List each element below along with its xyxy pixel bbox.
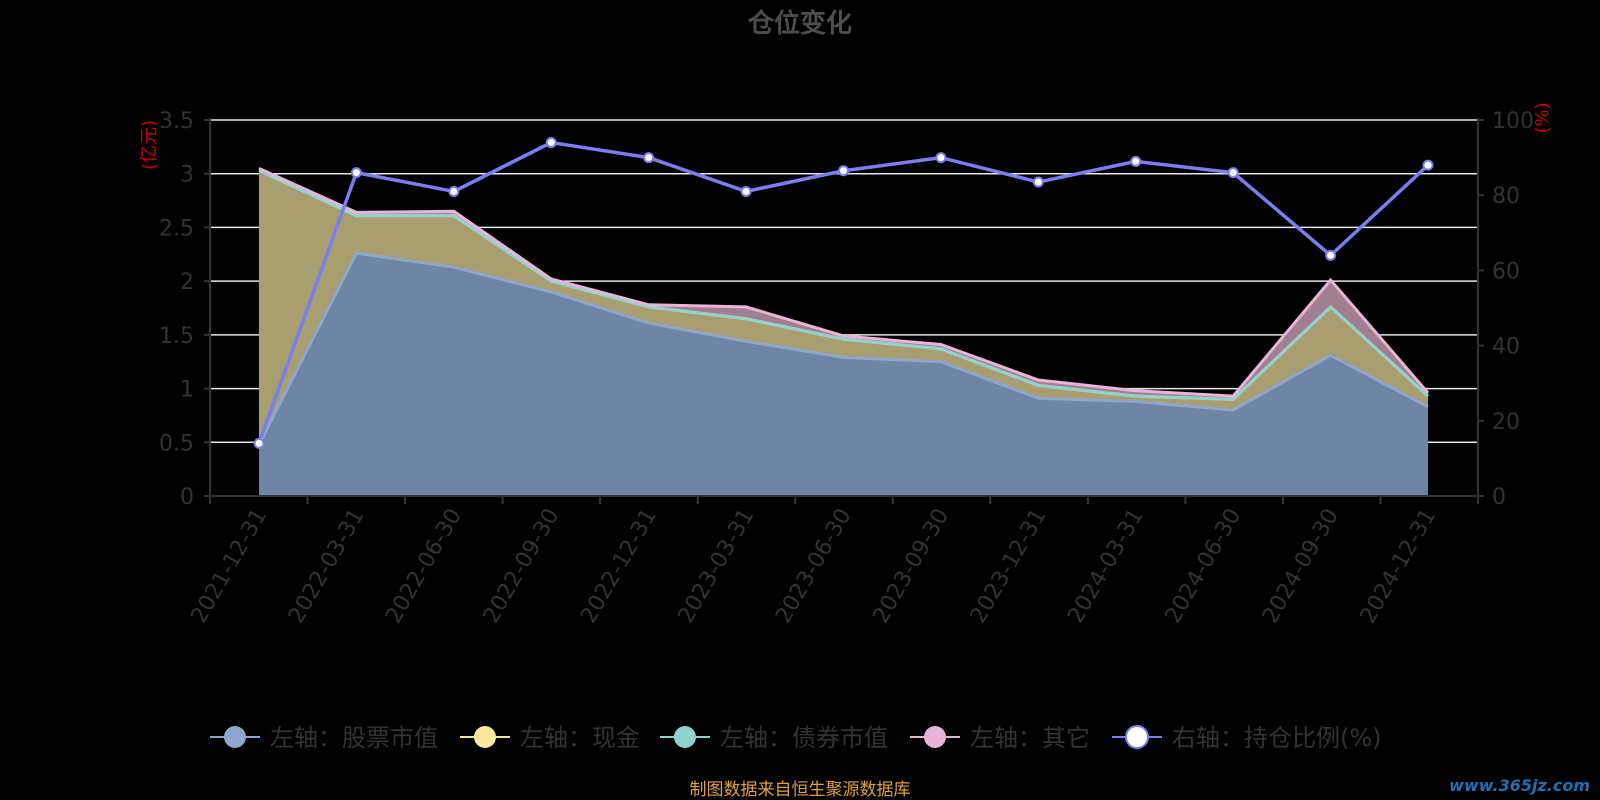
x-tick-label: 2024-06-30 xyxy=(1161,505,1247,628)
x-tick-label: 2023-03-31 xyxy=(674,505,760,628)
chart-title: 仓位变化 xyxy=(747,8,852,39)
line-左轴：债券市值 xyxy=(258,169,1430,401)
right-tick-label: 0 xyxy=(1492,485,1506,510)
point-右轴：持仓比例(%) xyxy=(545,137,557,149)
left-axis-unit: (亿元) xyxy=(139,120,160,170)
x-tick-label: 2023-09-30 xyxy=(869,505,955,628)
legend-label: 左轴：债券市值 xyxy=(720,724,888,752)
legend-label: 左轴：现金 xyxy=(520,724,640,752)
plot-areas xyxy=(259,168,1428,496)
legend-marker xyxy=(674,726,696,748)
line-左轴：股票市值 xyxy=(257,251,1429,446)
point-右轴：持仓比例(%) xyxy=(1422,159,1434,171)
legend-label: 左轴：股票市值 xyxy=(270,724,438,752)
left-tick-label: 1.5 xyxy=(159,324,194,349)
right-tick-label: 80 xyxy=(1492,184,1520,209)
left-tick-label: 2.5 xyxy=(159,216,194,241)
area-左轴：股票市值 xyxy=(259,253,1428,496)
legend-label: 左轴：其它 xyxy=(970,724,1090,752)
x-tick-label: 2022-09-30 xyxy=(479,505,565,628)
x-tick-label: 2024-12-31 xyxy=(1356,505,1442,628)
legend-marker xyxy=(224,726,246,748)
point-右轴：持仓比例(%) xyxy=(350,167,362,179)
plot-points xyxy=(253,137,1434,449)
right-axis-unit: (%) xyxy=(1532,102,1553,133)
point-右轴：持仓比例(%) xyxy=(1130,155,1142,167)
watermark: www.365jz.com xyxy=(1449,776,1590,795)
x-tick-label: 2021-12-31 xyxy=(187,505,273,628)
right-tick-label: 60 xyxy=(1492,259,1520,284)
point-右轴：持仓比例(%) xyxy=(643,152,655,164)
legend-marker xyxy=(1125,725,1149,749)
x-tick-label: 2023-06-30 xyxy=(771,505,857,628)
left-tick-label: 3.5 xyxy=(159,109,194,134)
left-tick-label: 2 xyxy=(180,270,194,295)
legend-marker xyxy=(474,726,496,748)
x-tick-label: 2024-09-30 xyxy=(1258,505,1344,628)
x-tick-label: 2022-06-30 xyxy=(381,505,467,628)
left-tick-label: 1 xyxy=(180,378,194,403)
right-tick-label: 100 xyxy=(1492,109,1534,134)
point-右轴：持仓比例(%) xyxy=(1325,249,1337,261)
point-右轴：持仓比例(%) xyxy=(1227,167,1239,179)
line-左轴：其它 xyxy=(258,166,1430,398)
point-右轴：持仓比例(%) xyxy=(1032,176,1044,188)
left-tick-label: 0.5 xyxy=(159,431,194,456)
point-右轴：持仓比例(%) xyxy=(740,185,752,197)
legend-marker xyxy=(924,726,946,748)
legend: 左轴：股票市值 左轴：现金 左轴：债券市值 左轴：其它 右轴：持仓比例(%) xyxy=(210,724,1382,752)
left-tick-label: 0 xyxy=(180,485,194,510)
left-tick-label: 3 xyxy=(180,163,194,188)
x-tick-label: 2022-03-31 xyxy=(284,505,370,628)
axes xyxy=(204,118,1484,504)
legend-label: 右轴：持仓比例(%) xyxy=(1172,724,1382,752)
right-tick-label: 40 xyxy=(1492,335,1520,360)
x-tick-label: 2022-12-31 xyxy=(576,505,662,628)
point-右轴：持仓比例(%) xyxy=(838,165,849,177)
x-tick-label: 2023-12-31 xyxy=(966,505,1052,628)
point-右轴：持仓比例(%) xyxy=(935,152,947,164)
right-tick-label: 20 xyxy=(1492,410,1520,435)
point-右轴：持仓比例(%) xyxy=(448,185,460,197)
x-tick-label: 2024-03-31 xyxy=(1063,505,1149,628)
data-source-note: 制图数据来自恒生聚源数据库 xyxy=(690,780,911,800)
point-右轴：持仓比例(%) xyxy=(253,437,265,449)
